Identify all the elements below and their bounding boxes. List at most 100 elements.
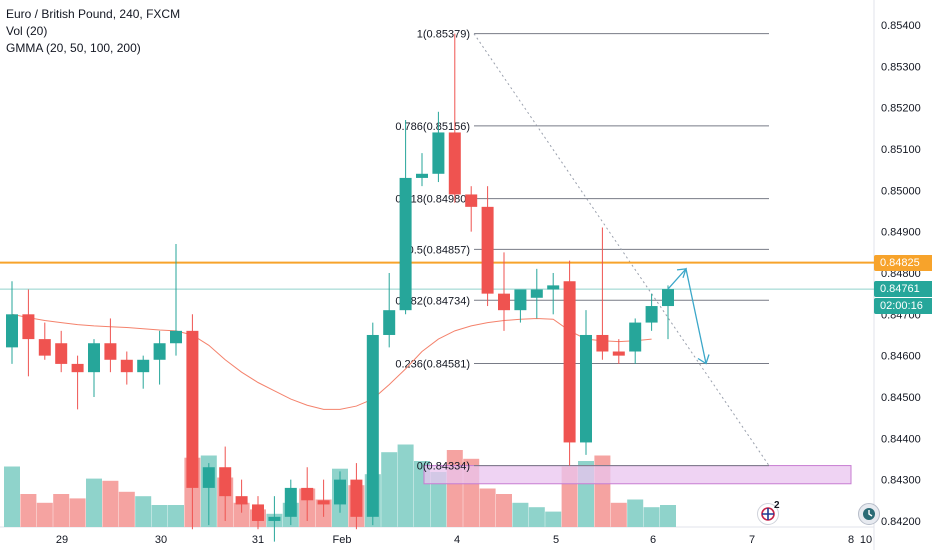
candle-body bbox=[55, 343, 68, 364]
volume-bar bbox=[118, 491, 135, 527]
candle-body bbox=[383, 310, 396, 335]
volume-bar bbox=[479, 488, 496, 527]
projection-path bbox=[667, 267, 707, 364]
volume-bar bbox=[151, 505, 168, 527]
bar-countdown-tag: 02:00:16 bbox=[874, 298, 932, 315]
candle-body bbox=[432, 132, 445, 174]
fib-level-label: 1(0.85379) bbox=[417, 29, 470, 41]
candle-body bbox=[22, 314, 35, 340]
candle-body bbox=[350, 479, 363, 517]
x-tick-label: 7 bbox=[749, 534, 755, 546]
y-tick-label: 0.85100 bbox=[881, 144, 921, 156]
candle-body bbox=[186, 330, 199, 488]
y-tick-label: 0.85300 bbox=[881, 61, 921, 73]
candle-body bbox=[317, 500, 330, 505]
candle-body bbox=[366, 334, 379, 517]
gmma-indicator-label[interactable]: GMMA (20, 50, 100, 200) bbox=[6, 41, 141, 55]
events-count-badge: 2 bbox=[774, 500, 780, 511]
projection-arrowhead bbox=[676, 268, 687, 279]
volume-bar bbox=[102, 480, 119, 527]
target-zone bbox=[423, 465, 852, 485]
volume-indicator-label[interactable]: Vol (20) bbox=[6, 24, 48, 38]
candle-body bbox=[547, 285, 560, 290]
volume-bar bbox=[397, 444, 414, 527]
candle-body bbox=[612, 351, 625, 356]
candle-body bbox=[88, 343, 100, 373]
candle-body bbox=[514, 289, 527, 311]
fib-level-label: 0(0.84334) bbox=[417, 461, 470, 473]
y-tick-label: 0.84200 bbox=[881, 516, 921, 528]
candle-body bbox=[399, 177, 412, 311]
candle-body bbox=[580, 334, 592, 443]
volume-bar bbox=[528, 507, 545, 527]
projection-arrowhead bbox=[697, 354, 710, 365]
candle-body bbox=[252, 504, 264, 521]
candle-body bbox=[481, 206, 494, 294]
fib-level-label: 0.618(0.84980) bbox=[395, 194, 470, 206]
events-flag-icon[interactable] bbox=[757, 503, 779, 525]
candle-body bbox=[137, 359, 150, 373]
x-tick-label: 8 bbox=[848, 534, 854, 546]
chart-legend: Euro / British Pound, 240, FXCM Vol (20)… bbox=[6, 6, 180, 57]
volume-bar bbox=[20, 494, 37, 527]
volume-bar bbox=[627, 499, 644, 527]
candle-body bbox=[38, 339, 51, 356]
fib-level-label: 0.5(0.84857) bbox=[408, 244, 470, 256]
y-tick-label: 0.84900 bbox=[881, 227, 921, 239]
volume-bar bbox=[512, 502, 529, 527]
x-tick-label: 29 bbox=[56, 534, 68, 546]
volume-bar bbox=[53, 494, 70, 527]
volume-bar bbox=[135, 496, 152, 527]
x-tick-label: Feb bbox=[333, 534, 352, 546]
candle-body bbox=[284, 487, 297, 517]
gmma-line bbox=[11, 313, 652, 410]
candle-body bbox=[334, 479, 346, 505]
time-zone-icon[interactable] bbox=[858, 503, 880, 525]
candle-body bbox=[104, 343, 117, 360]
x-tick-label: 10 bbox=[860, 534, 872, 546]
volume-bar bbox=[4, 466, 20, 527]
candle-body bbox=[448, 132, 461, 195]
fib-level-label: 0.382(0.84734) bbox=[395, 295, 470, 307]
volume-bar bbox=[430, 472, 447, 527]
fib-level-label: 0.236(0.84581) bbox=[395, 358, 470, 370]
volume-bar bbox=[233, 502, 250, 527]
volume-bar bbox=[69, 498, 86, 527]
candle-body bbox=[219, 467, 232, 497]
candle-body bbox=[416, 173, 428, 178]
volume-bar bbox=[86, 478, 102, 527]
volume-bar bbox=[660, 505, 676, 527]
candle-body bbox=[153, 343, 166, 360]
y-tick-label: 0.85400 bbox=[881, 20, 921, 32]
volume-bar bbox=[545, 511, 562, 527]
y-tick-label: 0.84500 bbox=[881, 392, 921, 404]
candle-body bbox=[530, 289, 543, 298]
y-tick-label: 0.85200 bbox=[881, 103, 921, 115]
candle-body bbox=[170, 330, 182, 344]
horizontal-line-price-tag: 0.84825 bbox=[874, 254, 932, 271]
candle-body bbox=[6, 314, 18, 348]
fib-level-label: 0.786(0.85156) bbox=[395, 121, 470, 133]
x-tick-label: 30 bbox=[155, 534, 167, 546]
candle-body bbox=[662, 289, 674, 307]
volume-bar bbox=[36, 502, 53, 527]
x-tick-label: 4 bbox=[454, 534, 460, 546]
candle-body bbox=[120, 359, 133, 373]
x-tick-label: 31 bbox=[252, 534, 264, 546]
x-tick-label: 6 bbox=[650, 534, 656, 546]
candle-body bbox=[268, 516, 281, 521]
x-tick-label: 5 bbox=[553, 534, 559, 546]
y-tick-label: 0.84800 bbox=[881, 268, 921, 280]
candle-body bbox=[498, 293, 510, 311]
volume-bar bbox=[496, 494, 512, 527]
symbol-title[interactable]: Euro / British Pound, 240, FXCM bbox=[6, 7, 181, 21]
y-tick-label: 0.84600 bbox=[881, 351, 921, 363]
y-tick-label: 0.85000 bbox=[881, 185, 921, 197]
candle-body bbox=[629, 322, 642, 352]
volume-bar bbox=[381, 452, 398, 527]
candle-body bbox=[465, 194, 478, 207]
candle-body bbox=[71, 363, 84, 373]
current-price-tag: 0.84761 bbox=[874, 281, 932, 298]
